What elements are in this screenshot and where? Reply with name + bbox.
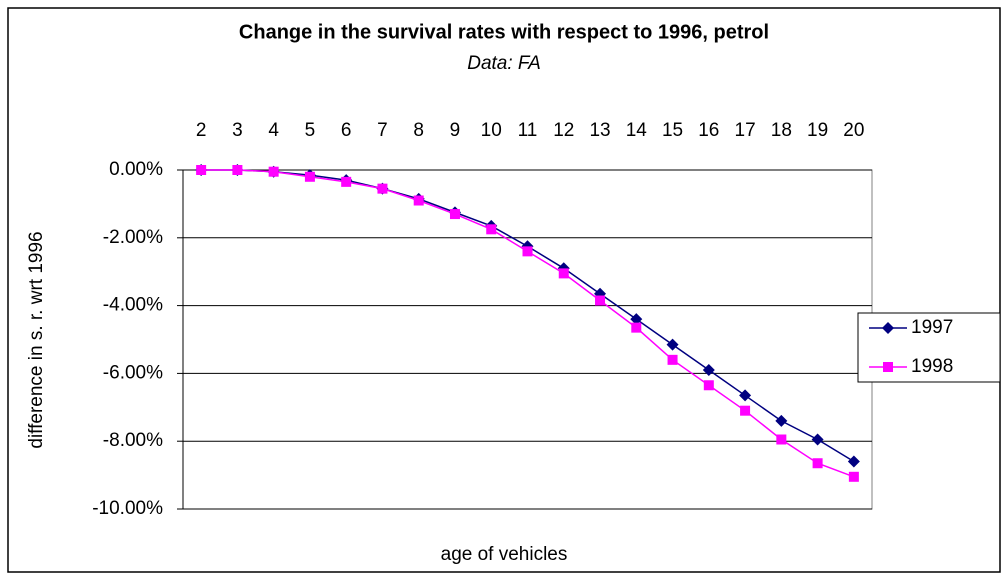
x-tick-label: 15 bbox=[662, 120, 683, 141]
chart-subtitle: Data: FA bbox=[467, 53, 541, 74]
marker bbox=[631, 322, 642, 333]
chart-frame bbox=[7, 7, 1001, 573]
marker bbox=[268, 166, 279, 177]
marker bbox=[630, 313, 643, 326]
x-tick-label: 7 bbox=[377, 120, 388, 141]
marker bbox=[196, 165, 207, 175]
marker bbox=[740, 405, 751, 416]
legend-marker bbox=[882, 322, 894, 334]
x-tick-label: 19 bbox=[807, 120, 828, 141]
marker bbox=[739, 389, 752, 402]
marker bbox=[486, 224, 497, 235]
legend-marker bbox=[883, 362, 893, 372]
x-tick-label: 3 bbox=[232, 120, 243, 141]
y-tick-label: -10.00% bbox=[92, 498, 163, 519]
marker bbox=[666, 338, 679, 351]
marker bbox=[776, 434, 787, 445]
legend-label: 1997 bbox=[911, 317, 953, 338]
marker bbox=[449, 209, 460, 220]
x-tick-label: 11 bbox=[518, 120, 538, 141]
y-tick-label: -6.00% bbox=[103, 362, 163, 383]
marker bbox=[232, 165, 243, 175]
marker bbox=[775, 414, 788, 427]
marker bbox=[848, 471, 859, 482]
x-tick-label: 14 bbox=[626, 120, 648, 141]
x-tick-label: 12 bbox=[553, 120, 574, 141]
marker bbox=[413, 195, 424, 206]
marker bbox=[703, 380, 714, 391]
x-axis-label: age of vehicles bbox=[441, 544, 568, 565]
marker bbox=[702, 364, 715, 377]
x-tick-label: 17 bbox=[735, 120, 756, 141]
x-tick-label: 18 bbox=[771, 120, 792, 141]
y-tick-label: 0.00% bbox=[109, 159, 163, 180]
marker bbox=[558, 268, 569, 279]
marker bbox=[595, 295, 606, 306]
marker bbox=[667, 354, 678, 365]
marker bbox=[811, 433, 824, 446]
x-tick-label: 10 bbox=[481, 120, 502, 141]
x-tick-label: 2 bbox=[196, 120, 207, 141]
x-tick-label: 4 bbox=[268, 120, 279, 141]
x-tick-label: 8 bbox=[413, 120, 424, 141]
legend-box bbox=[857, 312, 1001, 383]
chart-title: Change in the survival rates with respec… bbox=[239, 21, 769, 43]
x-tick-label: 20 bbox=[843, 120, 864, 141]
y-tick-label: -8.00% bbox=[103, 430, 163, 451]
x-tick-label: 13 bbox=[589, 120, 610, 141]
marker bbox=[812, 458, 823, 469]
marker bbox=[847, 455, 860, 468]
x-tick-label: 5 bbox=[305, 120, 316, 141]
legend-label: 1998 bbox=[911, 356, 953, 377]
marker bbox=[304, 171, 315, 182]
marker bbox=[522, 246, 533, 257]
x-tick-label: 6 bbox=[341, 120, 352, 141]
y-axis-label: difference in s. r. wrt 1996 bbox=[26, 231, 47, 448]
x-tick-label: 16 bbox=[698, 120, 719, 141]
y-tick-label: -2.00% bbox=[103, 227, 163, 248]
marker bbox=[341, 176, 352, 187]
x-tick-label: 9 bbox=[450, 120, 461, 141]
y-tick-label: -4.00% bbox=[103, 295, 163, 316]
marker bbox=[377, 183, 388, 194]
